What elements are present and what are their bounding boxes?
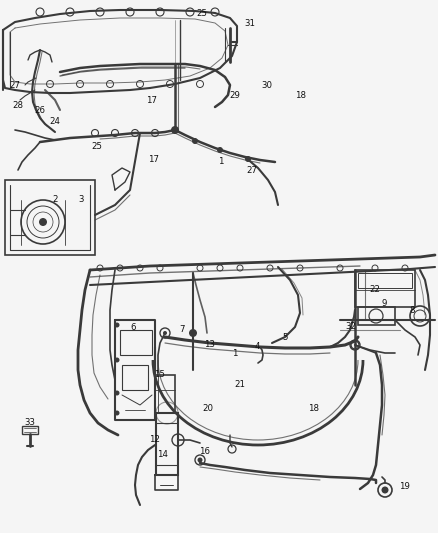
Bar	[156, 413, 178, 475]
Text: 1: 1	[219, 157, 224, 166]
Text: 32: 32	[345, 322, 356, 330]
Circle shape	[163, 331, 167, 335]
Text: 28: 28	[12, 101, 23, 109]
Text: 30: 30	[261, 81, 273, 90]
Circle shape	[171, 126, 179, 134]
Bar	[358, 273, 412, 288]
Text: 12: 12	[148, 435, 160, 443]
Text: 21: 21	[234, 381, 246, 389]
Bar	[120, 330, 152, 355]
Text: 19: 19	[399, 482, 410, 490]
Text: 1: 1	[232, 349, 237, 358]
Circle shape	[39, 218, 47, 226]
Text: 27: 27	[10, 81, 21, 90]
Text: 31: 31	[244, 20, 255, 28]
Text: 33: 33	[24, 418, 35, 427]
Circle shape	[217, 147, 223, 153]
Bar	[22, 426, 38, 434]
Text: 13: 13	[204, 340, 215, 349]
Text: 29: 29	[229, 92, 240, 100]
Circle shape	[189, 329, 197, 337]
Text: 18: 18	[307, 404, 319, 413]
Circle shape	[114, 358, 120, 362]
Text: 16: 16	[199, 448, 211, 456]
Text: 18: 18	[294, 92, 306, 100]
Bar	[155, 375, 175, 413]
Bar	[5, 180, 95, 255]
Text: 25: 25	[196, 9, 207, 18]
Bar	[122, 365, 148, 390]
Text: 26: 26	[34, 107, 45, 115]
Text: 27: 27	[246, 166, 258, 175]
Text: 2: 2	[52, 196, 57, 204]
Bar	[355, 270, 415, 307]
Circle shape	[114, 322, 120, 327]
Circle shape	[114, 391, 120, 395]
Text: 3: 3	[78, 196, 84, 204]
Circle shape	[198, 457, 202, 463]
Text: 20: 20	[202, 404, 214, 413]
Circle shape	[245, 156, 251, 162]
Text: 15: 15	[154, 370, 166, 378]
Text: 14: 14	[156, 450, 168, 458]
Circle shape	[381, 487, 389, 494]
Text: 4: 4	[255, 342, 260, 351]
Text: 17: 17	[148, 156, 159, 164]
Text: 6: 6	[131, 324, 136, 332]
Circle shape	[192, 138, 198, 144]
Text: 9: 9	[382, 300, 387, 308]
Text: 22: 22	[369, 286, 380, 294]
Text: 17: 17	[145, 96, 157, 104]
Text: 7: 7	[179, 325, 184, 334]
Text: 5: 5	[283, 334, 288, 342]
Circle shape	[114, 410, 120, 416]
Text: 25: 25	[91, 142, 102, 151]
Text: 24: 24	[49, 117, 60, 126]
Text: 8: 8	[410, 306, 415, 314]
Bar	[358, 307, 395, 325]
